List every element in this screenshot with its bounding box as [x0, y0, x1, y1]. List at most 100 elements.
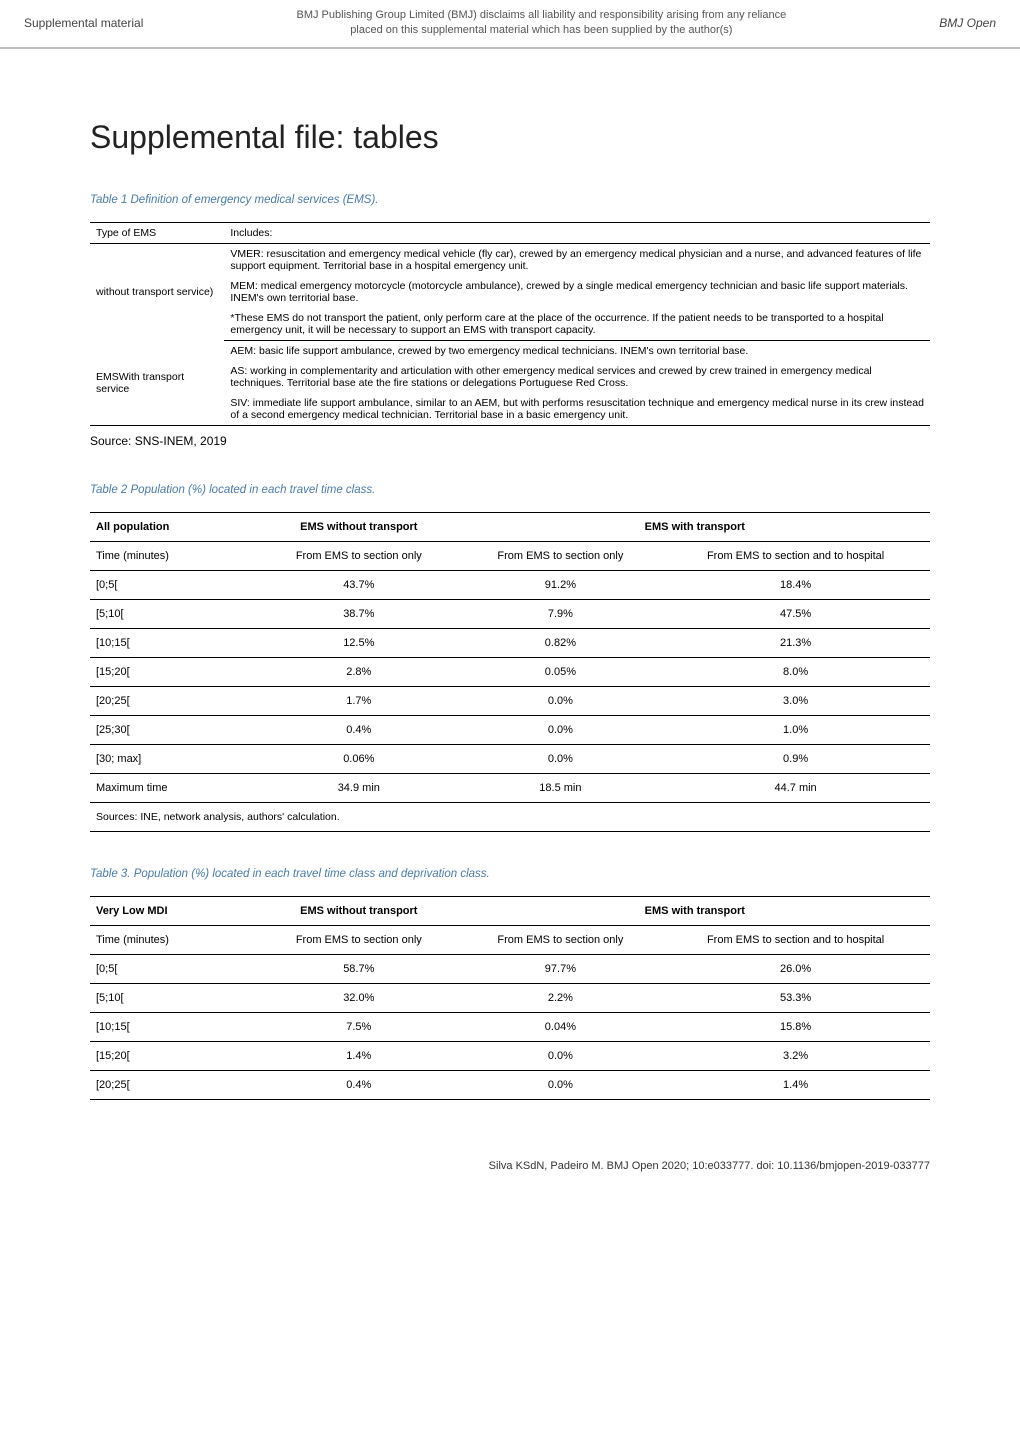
table-row: [5;10[32.0%2.2%53.3% — [90, 983, 930, 1012]
table3-cell-c2: 7.5% — [258, 1012, 460, 1041]
table2-cell-c2: 0.06% — [258, 744, 460, 773]
table2-sub-c1: Time (minutes) — [90, 541, 258, 570]
table2-cell-c3: 0.0% — [460, 744, 662, 773]
table3-sub-c1: Time (minutes) — [90, 925, 258, 954]
table3-cell-c1: [20;25[ — [90, 1070, 258, 1099]
table1-desc-cell: MEM: medical emergency motorcycle (motor… — [224, 276, 930, 308]
table1-header-type: Type of EMS — [90, 222, 224, 243]
table2-cell-c2: 34.9 min — [258, 773, 460, 802]
table-row: [10;15[7.5%0.04%15.8% — [90, 1012, 930, 1041]
topbar-center-line1: BMJ Publishing Group Limited (BMJ) discl… — [143, 8, 939, 23]
table2-cell-c4: 44.7 min — [661, 773, 930, 802]
table2-cell-c4: 21.3% — [661, 628, 930, 657]
topbar-center: BMJ Publishing Group Limited (BMJ) discl… — [143, 8, 939, 39]
table3-group-header-row: Very Low MDI EMS without transport EMS w… — [90, 896, 930, 925]
table2-cell-c1: [20;25[ — [90, 686, 258, 715]
table3-cell-c2: 32.0% — [258, 983, 460, 1012]
table1: Type of EMS Includes: without transport … — [90, 222, 930, 426]
table1-desc-cell: AS: working in complementarity and artic… — [224, 361, 930, 393]
table2-cell-c2: 38.7% — [258, 599, 460, 628]
table1-source: Source: SNS-INEM, 2019 — [90, 434, 930, 448]
table2-cell-c3: 7.9% — [460, 599, 662, 628]
table3-cell-c4: 3.2% — [661, 1041, 930, 1070]
table2-sub-c4: From EMS to section and to hospital — [661, 541, 930, 570]
table3-sub-header-row: Time (minutes) From EMS to section only … — [90, 925, 930, 954]
table1-header-includes: Includes: — [224, 222, 930, 243]
table2-group-header-row: All population EMS without transport EMS… — [90, 512, 930, 541]
table3-cell-c3: 0.0% — [460, 1041, 662, 1070]
table2-cell-c1: [25;30[ — [90, 715, 258, 744]
table3-cell-c2: 58.7% — [258, 954, 460, 983]
table2-sub-c2: From EMS to section only — [258, 541, 460, 570]
table3-cell-c3: 2.2% — [460, 983, 662, 1012]
table2-cell-c3: 18.5 min — [460, 773, 662, 802]
table-row: Maximum time34.9 min18.5 min44.7 min — [90, 773, 930, 802]
table3-cell-c2: 1.4% — [258, 1041, 460, 1070]
table-row: [5;10[38.7%7.9%47.5% — [90, 599, 930, 628]
table1-desc-cell: *These EMS do not transport the patient,… — [224, 308, 930, 341]
table3-sub-c2: From EMS to section only — [258, 925, 460, 954]
table3-cell-c1: [15;20[ — [90, 1041, 258, 1070]
table3-caption: Table 3. Population (%) located in each … — [90, 868, 930, 880]
table2-cell-c1: [30; max] — [90, 744, 258, 773]
table2-cell-c2: 1.7% — [258, 686, 460, 715]
table3-cell-c3: 0.04% — [460, 1012, 662, 1041]
page-footer: Silva KSdN, Padeiro M. BMJ Open 2020; 10… — [0, 1120, 1020, 1188]
page-title: Supplemental file: tables — [90, 119, 930, 156]
table2-source: Sources: INE, network analysis, authors'… — [90, 802, 930, 831]
table-row: [0;5[43.7%91.2%18.4% — [90, 570, 930, 599]
table2-source-row: Sources: INE, network analysis, authors'… — [90, 802, 930, 831]
table-row: [25;30[0.4%0.0%1.0% — [90, 715, 930, 744]
table2-grp-c2: EMS without transport — [258, 512, 460, 541]
table2-sub-header-row: Time (minutes) From EMS to section only … — [90, 541, 930, 570]
table2-grp-c34: EMS with transport — [460, 512, 930, 541]
table3: Very Low MDI EMS without transport EMS w… — [90, 896, 930, 1100]
table2-cell-c1: Maximum time — [90, 773, 258, 802]
table-row: [20;25[0.4%0.0%1.4% — [90, 1070, 930, 1099]
table2-cell-c4: 47.5% — [661, 599, 930, 628]
table2-sub-c3: From EMS to section only — [460, 541, 662, 570]
table3-cell-c1: [0;5[ — [90, 954, 258, 983]
topbar-center-line2: placed on this supplemental material whi… — [143, 23, 939, 38]
table-row: [30; max]0.06%0.0%0.9% — [90, 744, 930, 773]
table1-header-row: Type of EMS Includes: — [90, 222, 930, 243]
table3-cell-c1: [10;15[ — [90, 1012, 258, 1041]
table2-cell-c2: 12.5% — [258, 628, 460, 657]
topbar-right: BMJ Open — [939, 16, 996, 30]
table2-cell-c3: 0.82% — [460, 628, 662, 657]
table-row: [20;25[1.7%0.0%3.0% — [90, 686, 930, 715]
table1-type-cell: EMSWith transport service — [90, 340, 224, 425]
page-content: Supplemental file: tables Table 1 Defini… — [0, 49, 1020, 1120]
table-row: [10;15[12.5%0.82%21.3% — [90, 628, 930, 657]
top-bar: Supplemental material BMJ Publishing Gro… — [0, 0, 1020, 49]
table2-cell-c4: 1.0% — [661, 715, 930, 744]
table3-cell-c1: [5;10[ — [90, 983, 258, 1012]
table2-cell-c2: 2.8% — [258, 657, 460, 686]
table2-cell-c3: 0.05% — [460, 657, 662, 686]
topbar-left: Supplemental material — [24, 16, 143, 30]
table3-cell-c4: 1.4% — [661, 1070, 930, 1099]
table3-cell-c3: 97.7% — [460, 954, 662, 983]
table1-desc-cell: VMER: resuscitation and emergency medica… — [224, 243, 930, 276]
table-row: without transport service) VMER: resusci… — [90, 243, 930, 276]
table1-desc-cell: AEM: basic life support ambulance, crewe… — [224, 340, 930, 361]
table-row: [15;20[1.4%0.0%3.2% — [90, 1041, 930, 1070]
table-row: EMSWith transport service AEM: basic lif… — [90, 340, 930, 361]
table2-cell-c4: 3.0% — [661, 686, 930, 715]
table2-cell-c1: [10;15[ — [90, 628, 258, 657]
table3-grp-c2: EMS without transport — [258, 896, 460, 925]
table2-cell-c2: 0.4% — [258, 715, 460, 744]
table-row: [15;20[2.8%0.05%8.0% — [90, 657, 930, 686]
table3-sub-c4: From EMS to section and to hospital — [661, 925, 930, 954]
table1-caption: Table 1 Definition of emergency medical … — [90, 194, 930, 206]
table2-cell-c2: 43.7% — [258, 570, 460, 599]
table2-caption: Table 2 Population (%) located in each t… — [90, 484, 930, 496]
table1-desc-cell: SIV: immediate life support ambulance, s… — [224, 393, 930, 426]
table3-cell-c4: 26.0% — [661, 954, 930, 983]
table3-grp-c1: Very Low MDI — [90, 896, 258, 925]
table2-cell-c4: 0.9% — [661, 744, 930, 773]
table2-cell-c4: 8.0% — [661, 657, 930, 686]
table2-cell-c1: [15;20[ — [90, 657, 258, 686]
table-row: [0;5[58.7%97.7%26.0% — [90, 954, 930, 983]
table2: All population EMS without transport EMS… — [90, 512, 930, 832]
